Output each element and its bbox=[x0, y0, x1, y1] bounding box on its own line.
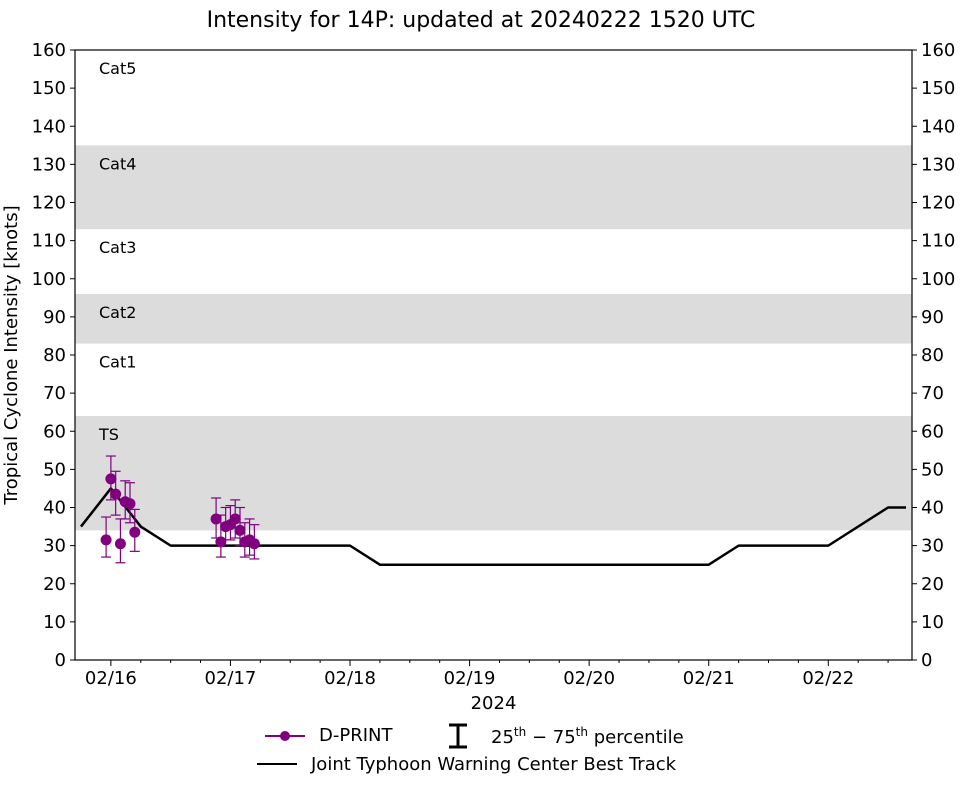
y-tick-label-left: 110 bbox=[32, 231, 66, 252]
x-tick-label: 02/16 bbox=[85, 668, 137, 689]
category-label-ts: TS bbox=[98, 425, 119, 444]
dprint-point bbox=[229, 513, 241, 525]
y-tick-label-left: 60 bbox=[43, 421, 66, 442]
y-tick-label-left: 40 bbox=[43, 498, 66, 519]
y-tick-label-right: 40 bbox=[921, 498, 944, 519]
x-tick-label: 02/20 bbox=[563, 668, 615, 689]
y-tick-label-left: 140 bbox=[32, 116, 66, 137]
y-tick-label-right: 160 bbox=[921, 40, 955, 61]
x-tick-label: 02/21 bbox=[683, 668, 735, 689]
dprint-point bbox=[100, 534, 112, 546]
dprint-point bbox=[124, 498, 136, 510]
y-tick-label-left: 150 bbox=[32, 78, 66, 99]
y-tick-label-left: 120 bbox=[32, 193, 66, 214]
y-tick-label-left: 80 bbox=[43, 345, 66, 366]
y-tick-label-right: 150 bbox=[921, 78, 955, 99]
dprint-point bbox=[114, 538, 126, 550]
band-ts bbox=[75, 416, 912, 531]
dprint-point bbox=[105, 473, 117, 485]
chart-title: Intensity for 14P: updated at 20240222 1… bbox=[206, 8, 756, 33]
y-tick-label-left: 30 bbox=[43, 536, 66, 557]
legend-best-track-swatch bbox=[257, 763, 297, 765]
x-axis-label: 2024 bbox=[471, 693, 517, 714]
y-tick-label-right: 70 bbox=[921, 383, 944, 404]
y-axis-label: Tropical Cyclone Intensity [knots] bbox=[1, 205, 22, 505]
legend-dprint-label: D-PRINT bbox=[319, 724, 393, 746]
y-tick-label-left: 100 bbox=[32, 269, 66, 290]
category-label-cat2: Cat2 bbox=[99, 303, 136, 322]
x-tick-label: 02/22 bbox=[802, 668, 854, 689]
y-tick-label-left: 70 bbox=[43, 383, 66, 404]
dprint-series bbox=[100, 455, 260, 564]
dprint-point bbox=[210, 513, 222, 525]
dprint-point bbox=[248, 538, 260, 550]
dprint-point bbox=[110, 488, 122, 500]
y-tick-label-left: 160 bbox=[32, 40, 66, 61]
y-tick-label-left: 0 bbox=[55, 650, 66, 671]
category-label-cat4: Cat4 bbox=[99, 154, 136, 173]
legend-percentile-label: 25th − 75th percentile bbox=[491, 724, 684, 748]
y-tick-label-left: 10 bbox=[43, 612, 66, 633]
y-tick-label-right: 130 bbox=[921, 154, 955, 175]
y-tick-label-right: 140 bbox=[921, 116, 955, 137]
y-tick-label-right: 50 bbox=[921, 459, 944, 480]
category-label-cat3: Cat3 bbox=[99, 238, 136, 257]
legend-entry-percentile: 25th − 75th percentile bbox=[445, 722, 684, 750]
band-cat4 bbox=[75, 145, 912, 230]
y-tick-label-left: 90 bbox=[43, 307, 66, 328]
y-tick-label-right: 0 bbox=[921, 650, 932, 671]
category-label-cat5: Cat5 bbox=[99, 59, 136, 78]
legend-entry-best-track: Joint Typhoon Warning Center Best Track bbox=[255, 752, 676, 776]
category-bands bbox=[75, 145, 912, 531]
y-tick-label-right: 60 bbox=[921, 421, 944, 442]
legend-dprint-swatch bbox=[265, 731, 305, 741]
plot-frame bbox=[74, 49, 913, 661]
y-tick-label-right: 30 bbox=[921, 536, 944, 557]
y-tick-label-left: 20 bbox=[43, 574, 66, 595]
x-tick-label: 02/19 bbox=[444, 668, 496, 689]
best-track-line bbox=[79, 487, 907, 566]
category-labels: TS Cat1 Cat2 Cat3 Cat4 Cat5 bbox=[98, 59, 136, 444]
y-tick-label-left: 50 bbox=[43, 459, 66, 480]
y-tick-label-left: 130 bbox=[32, 154, 66, 175]
dprint-point bbox=[129, 526, 141, 538]
x-tick-label: 02/18 bbox=[324, 668, 376, 689]
legend: D-PRINT 25th − 75th percentile Joint Typ… bbox=[255, 722, 715, 780]
x-tick-label: 02/17 bbox=[205, 668, 257, 689]
legend-entry-dprint: D-PRINT bbox=[263, 722, 393, 748]
band-cat2 bbox=[75, 294, 912, 344]
dprint-point bbox=[215, 536, 227, 548]
dprint-point bbox=[234, 524, 246, 536]
y-tick-label-right: 20 bbox=[921, 574, 944, 595]
legend-errorbar-icon bbox=[449, 723, 467, 749]
best-track-series bbox=[79, 487, 907, 566]
legend-best-track-label: Joint Typhoon Warning Center Best Track bbox=[311, 753, 677, 775]
y-tick-label-right: 80 bbox=[921, 345, 944, 366]
y-tick-label-right: 10 bbox=[921, 612, 944, 633]
y-tick-label-right: 100 bbox=[921, 269, 955, 290]
category-label-cat1: Cat1 bbox=[99, 353, 136, 372]
y-tick-label-right: 90 bbox=[921, 307, 944, 328]
axis-ticks: 0 0 10 10 20 20 30 30 40 40 50 50 60 60 70 70 80 80 90 90 10… bbox=[32, 40, 956, 689]
y-tick-label-right: 110 bbox=[921, 231, 955, 252]
y-tick-label-right: 120 bbox=[921, 193, 955, 214]
